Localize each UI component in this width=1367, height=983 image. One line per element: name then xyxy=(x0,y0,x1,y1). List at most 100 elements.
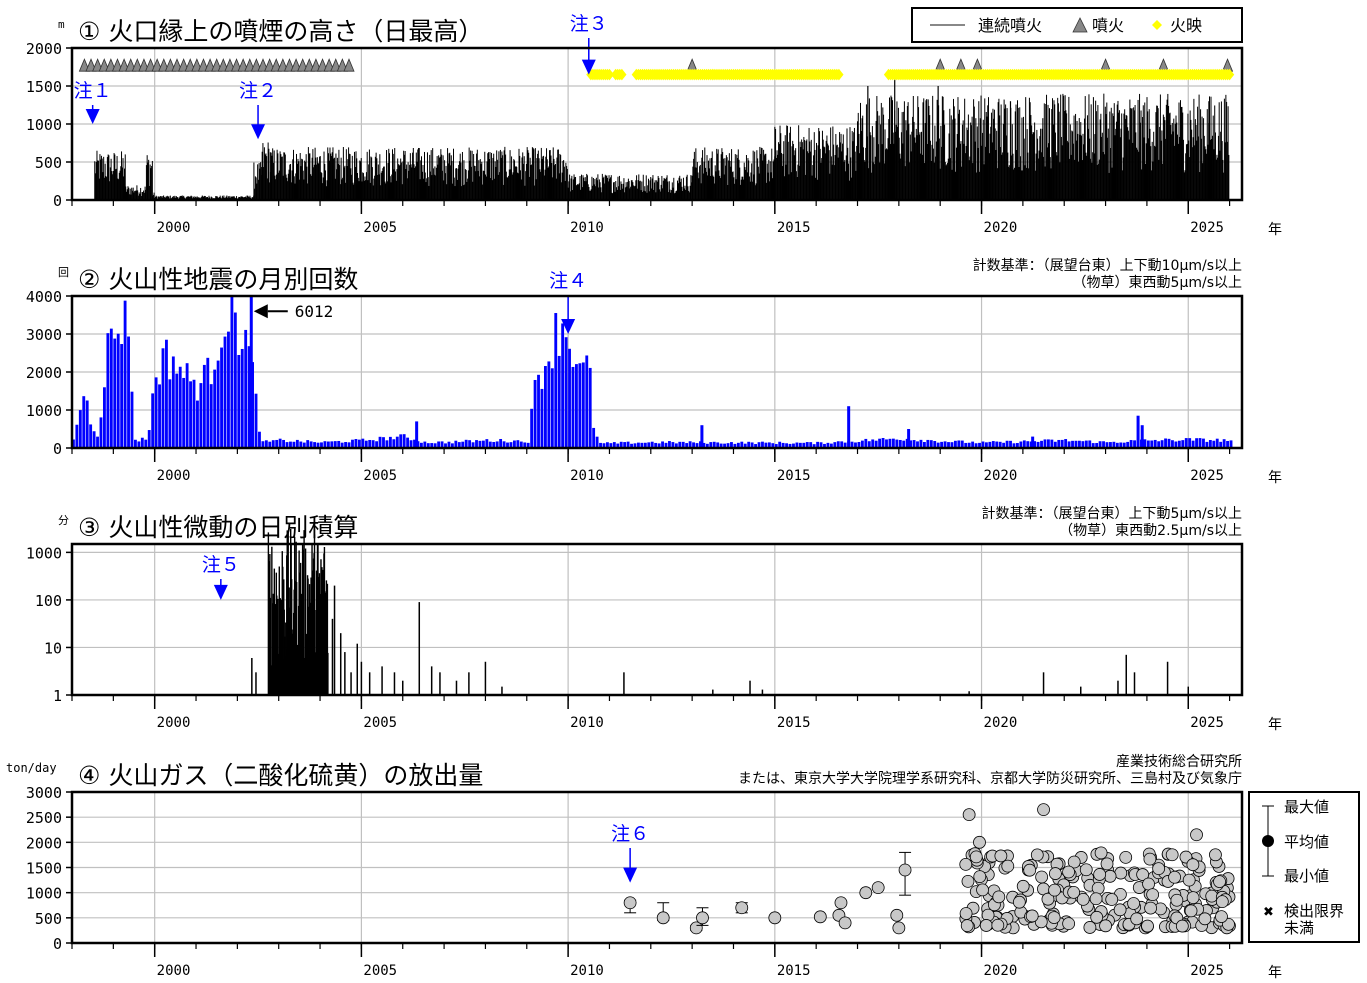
quake-bar xyxy=(854,442,857,448)
y-tick-label: 2000 xyxy=(26,834,62,852)
quake-bar xyxy=(199,383,203,448)
y-axis-unit: 分 xyxy=(58,514,69,527)
quake-bar xyxy=(947,442,950,448)
quake-bar xyxy=(1150,440,1154,448)
criteria-text: （物草）東西動2.5μm/s以上 xyxy=(1059,523,1242,539)
quake-bar xyxy=(750,442,754,448)
quake-bar xyxy=(564,337,568,448)
quake-bar xyxy=(450,443,454,448)
x-tick-label: 2025 xyxy=(1190,468,1224,484)
y-tick-label: 0 xyxy=(53,440,62,458)
legend-label: 最大値 xyxy=(1284,798,1329,816)
gas-point xyxy=(1091,881,1105,895)
quake-bar xyxy=(557,355,561,448)
y-tick-label: 1500 xyxy=(26,78,62,96)
quake-bar xyxy=(258,431,261,448)
x-tick-label: 2020 xyxy=(984,715,1018,731)
gas-point xyxy=(961,874,975,888)
gas-point xyxy=(1198,912,1212,926)
quake-bar xyxy=(526,442,530,448)
quake-bar xyxy=(240,348,244,448)
y-axis-unit: ton/day xyxy=(6,761,57,775)
y-axis-unit: m xyxy=(58,18,65,31)
panel-4: ④ 火山ガス（二酸化硫黄）の放出量 ton/day 0 500 1000 1500 2000… xyxy=(6,754,1360,981)
x-tick-label: 2005 xyxy=(363,220,397,236)
quake-bar xyxy=(647,442,651,448)
quake-spike-bar xyxy=(1031,436,1035,448)
y-tick-label: 500 xyxy=(35,910,62,928)
quake-bar xyxy=(85,400,89,448)
quake-spike-bar xyxy=(907,429,911,448)
quake-bar xyxy=(282,439,286,448)
panel-1: ① 火口縁上の噴煙の高さ（日最高） m 0 500 1000 1500 2000 2000 20… xyxy=(26,7,1282,238)
quake-bar xyxy=(840,441,844,448)
note-arrow-head xyxy=(251,124,266,140)
quake-bar xyxy=(816,441,820,448)
quake-bar xyxy=(502,441,506,448)
gas-point xyxy=(1165,848,1179,862)
quake-bar xyxy=(371,440,375,448)
quake-bar xyxy=(1040,440,1043,448)
quake-bar xyxy=(1009,440,1012,448)
quake-bar xyxy=(220,347,223,448)
quake-bar xyxy=(333,441,337,448)
quake-bar xyxy=(485,439,489,448)
quake-bar xyxy=(833,442,837,448)
quake-bar xyxy=(275,439,279,448)
quake-bar xyxy=(99,417,103,448)
quake-bar xyxy=(867,441,871,448)
quake-bar xyxy=(364,440,368,448)
quake-bar xyxy=(1057,439,1061,448)
quake-bar xyxy=(227,331,230,448)
quake-bar xyxy=(902,440,906,448)
quake-bar xyxy=(1126,441,1130,448)
quake-bar xyxy=(971,441,975,448)
gas-point xyxy=(859,886,873,900)
gas-point xyxy=(1213,875,1226,888)
quake-bar xyxy=(781,442,785,448)
quake-bar xyxy=(285,442,289,448)
quake-bar xyxy=(723,443,726,448)
gas-point xyxy=(1030,848,1044,862)
quake-bar xyxy=(1229,440,1233,448)
quake-bar xyxy=(964,442,968,448)
quake-bar xyxy=(330,441,334,448)
quake-bar xyxy=(423,441,427,448)
quake-bar xyxy=(612,442,616,448)
note-label: 注４ xyxy=(549,270,587,292)
gas-point xyxy=(1012,895,1026,909)
quake-bar xyxy=(1160,440,1164,448)
y-tick-label: 0 xyxy=(53,192,62,210)
criteria-text: 計数基準：（展望台東）上下動10μm/s以上 xyxy=(973,257,1242,274)
quake-bar xyxy=(306,440,310,448)
quake-bar xyxy=(271,440,275,448)
quake-bar xyxy=(1060,439,1064,448)
quake-bar xyxy=(1067,441,1071,448)
gas-point xyxy=(959,857,973,871)
x-tick-label: 2025 xyxy=(1190,715,1224,731)
x-axis-unit: 年 xyxy=(1268,965,1282,981)
quake-bar xyxy=(171,356,175,448)
gas-point xyxy=(890,908,904,922)
quake-bar xyxy=(437,441,441,448)
panel-title: ① 火口縁上の噴煙の高さ（日最高） xyxy=(78,17,483,46)
x-tick-label: 2005 xyxy=(363,963,397,979)
quake-bar xyxy=(406,437,410,448)
note-arrow-head xyxy=(581,59,596,75)
gas-point xyxy=(1190,828,1203,842)
quake-bar xyxy=(361,438,365,448)
legend-label: 未満 xyxy=(1284,919,1314,937)
x-tick-label: 2015 xyxy=(777,220,811,236)
quake-bar xyxy=(388,436,392,448)
quake-bar xyxy=(495,441,499,448)
quake-bar xyxy=(1084,440,1088,448)
quake-bar xyxy=(537,374,540,448)
gas-point xyxy=(1100,857,1114,871)
incandescence-marker xyxy=(617,68,627,81)
gas-point xyxy=(1143,852,1157,866)
x-tick-label: 2025 xyxy=(1190,963,1224,979)
gas-point xyxy=(1186,891,1200,905)
quake-bar xyxy=(151,393,155,448)
